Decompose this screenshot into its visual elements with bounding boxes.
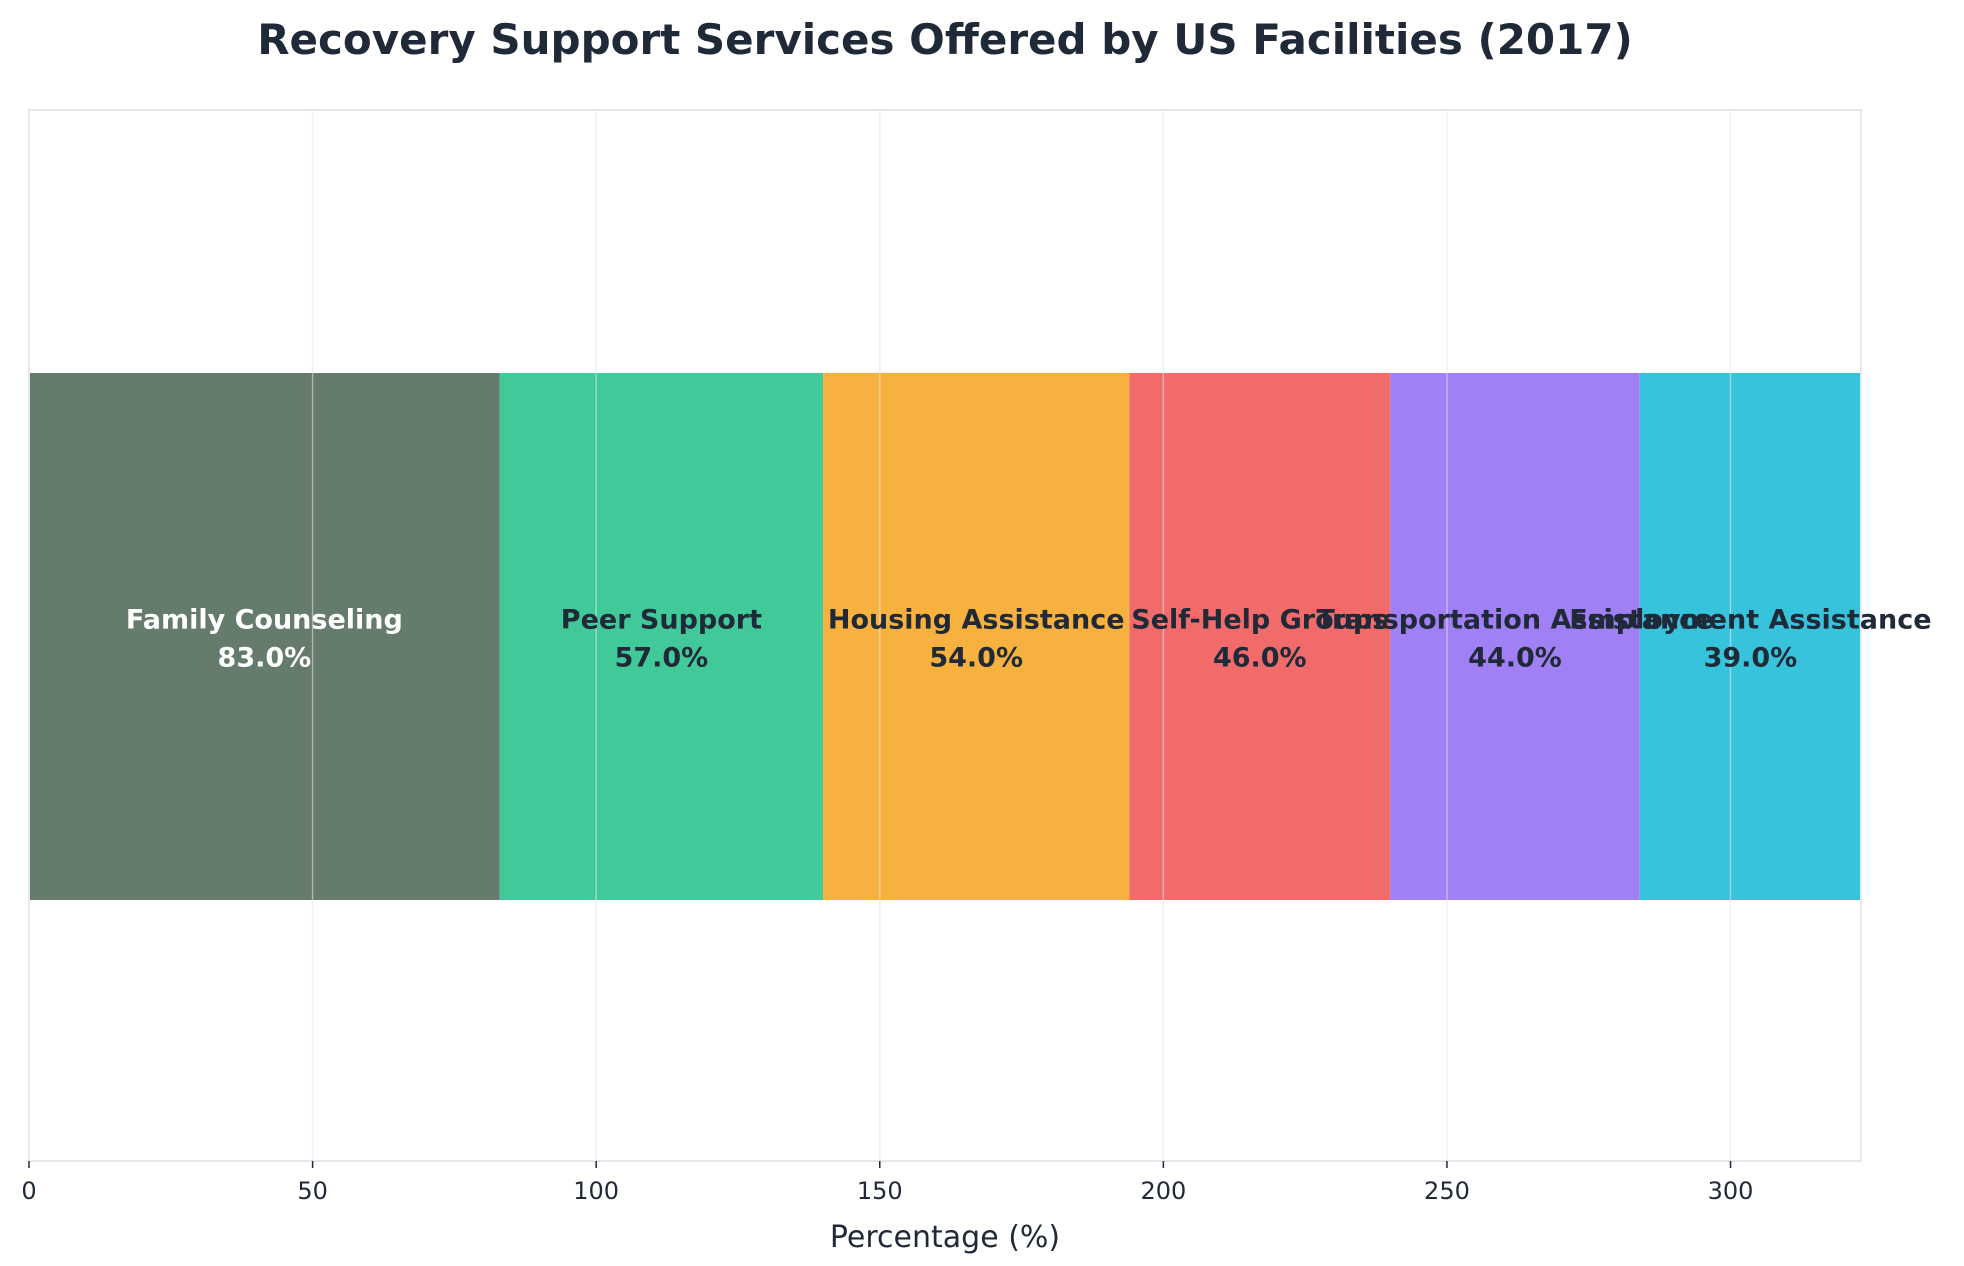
bar-segment-1 — [499, 373, 824, 900]
segment-name-label-2: Housing Assistance — [828, 605, 1125, 636]
chart-title: Recovery Support Services Offered by US … — [257, 15, 1633, 64]
bars-layer — [29, 373, 1861, 900]
segment-name-label-5: Employment Assistance — [1569, 605, 1931, 636]
segment-name-label-1: Peer Support — [561, 605, 762, 636]
x-tick-label-5: 250 — [1424, 1177, 1470, 1205]
x-tick-label-0: 0 — [21, 1177, 36, 1205]
x-axis-label: Percentage (%) — [830, 1220, 1060, 1255]
bar-segment-3 — [1129, 373, 1391, 900]
segment-value-label-4: 44.0% — [1468, 643, 1562, 674]
bar-segment-0 — [29, 373, 500, 900]
bar-segment-4 — [1390, 373, 1640, 900]
segment-labels: Family Counseling 83.0% Peer Support 57.0% H… — [126, 605, 1932, 674]
segment-value-label-1: 57.0% — [615, 643, 709, 674]
plot-frame — [28, 109, 1862, 1162]
x-tick-label-2: 100 — [573, 1177, 619, 1205]
x-tick-label-6: 300 — [1708, 1177, 1754, 1205]
segment-value-label-0: 83.0% — [218, 643, 312, 674]
segment-value-label-2: 54.0% — [929, 643, 1023, 674]
segment-name-label-4: Transportation Assistance — [1317, 605, 1714, 636]
x-tick-label-4: 200 — [1140, 1177, 1186, 1205]
bar-segment-2 — [823, 373, 1130, 900]
x-tick-label-3: 150 — [857, 1177, 903, 1205]
segment-name-label-3: Self-Help Groups — [1131, 605, 1388, 636]
bar-segment-5 — [1639, 373, 1861, 900]
x-axis-ticks: 0 50 100 150 200 250 300 — [21, 1161, 1753, 1205]
x-tick-label-1: 50 — [297, 1177, 328, 1205]
segment-value-label-3: 46.0% — [1213, 643, 1307, 674]
grid-layer — [28, 110, 1732, 1161]
segment-value-label-5: 39.0% — [1704, 643, 1798, 674]
segment-name-label-0: Family Counseling — [126, 605, 403, 636]
